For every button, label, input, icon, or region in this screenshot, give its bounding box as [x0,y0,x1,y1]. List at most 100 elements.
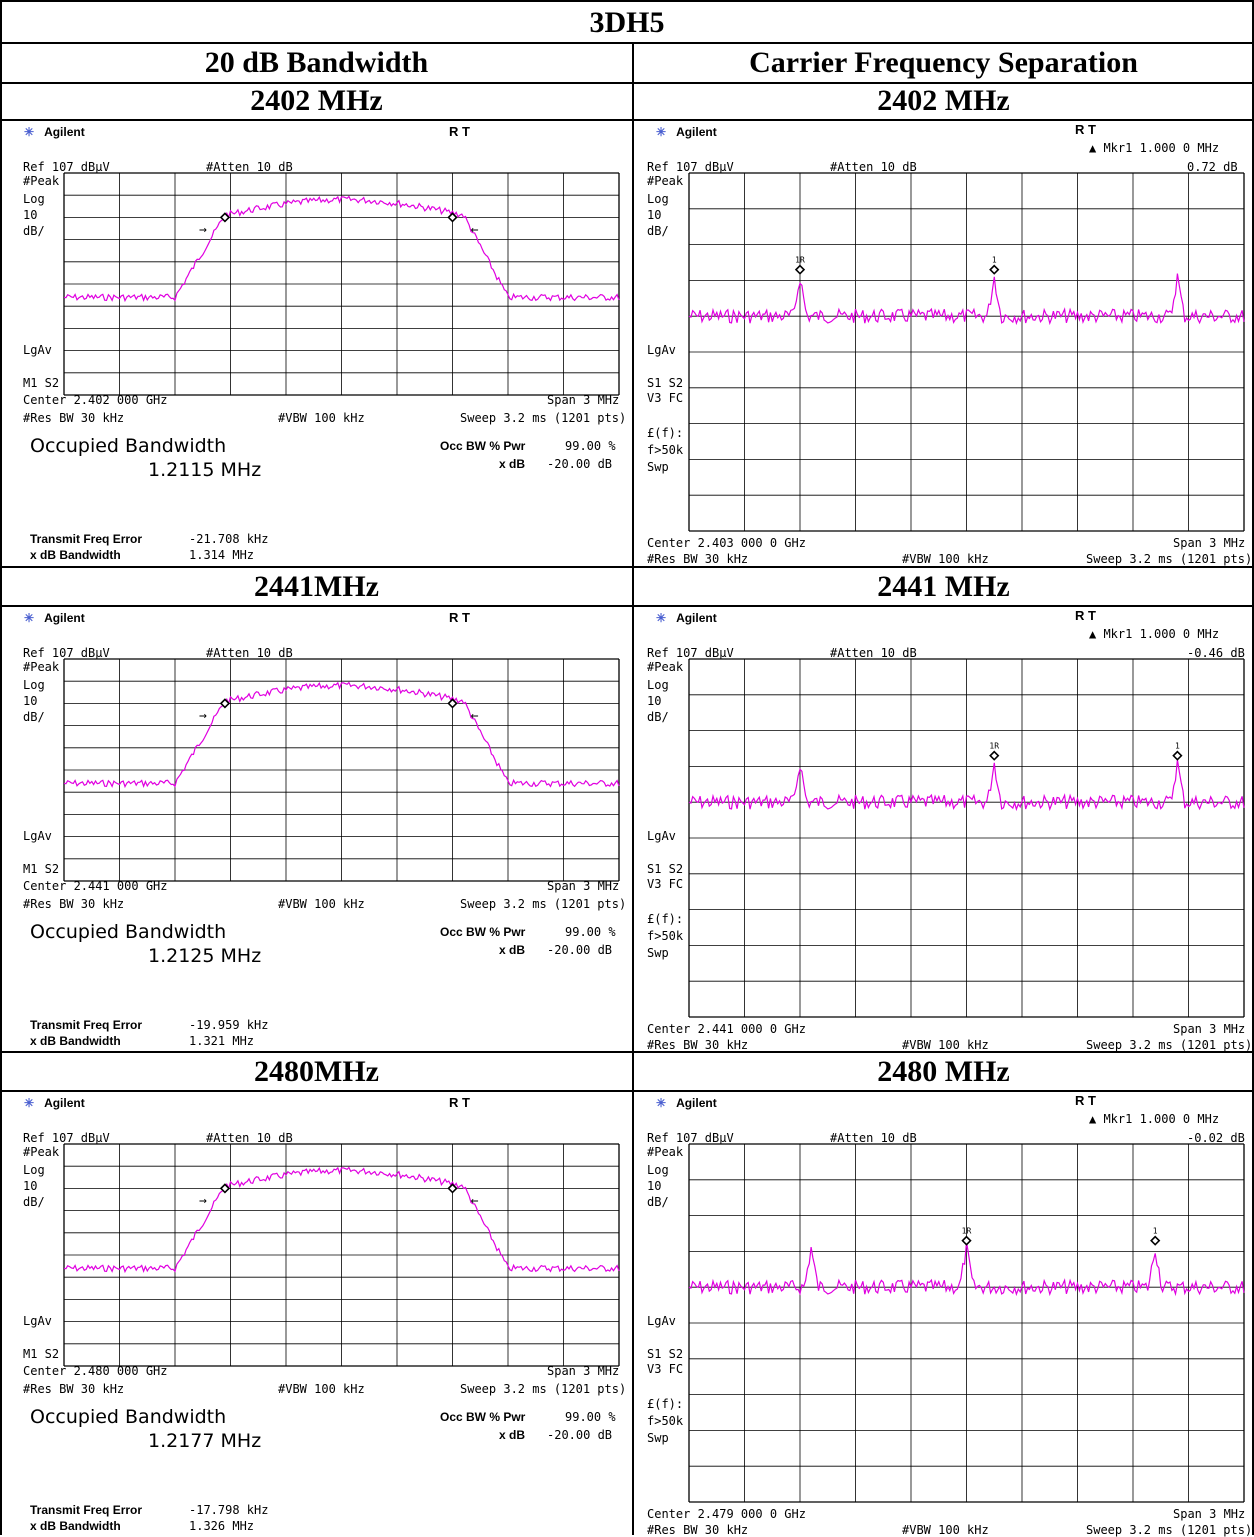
sweep-time: Sweep 3.2 ms (1201 pts) [460,897,627,911]
marker-diamond [989,264,1000,275]
separation-analyzer-panel: ✳ Agilent R T ▲ Mkr1 1.000 0 MHz -0.46 dB Ref… [634,607,1252,1052]
marker-diamond [219,212,231,223]
spectrum-plot: → ← [63,1143,620,1367]
agilent-spark-icon: ✳ [24,611,35,625]
row-label-right: 2441 MHz [877,570,1010,603]
scale-unit: dB/ [647,1195,669,1209]
ef-label: £(f): [647,426,684,440]
transmit-freq-error-value: -21.708 kHz [189,532,269,546]
scale-log: Log [23,678,45,692]
spectrum-trace [63,681,620,789]
marker-diamond [447,212,458,223]
table-border [0,0,1254,2]
xdb-bandwidth-value: 1.321 MHz [189,1034,255,1048]
rt-indicator: R T [449,1095,470,1110]
scale-value: 10 [647,208,662,222]
detector-peak: #Peak [647,174,684,188]
column-header-separation: Carrier Frequency Separation [749,46,1138,79]
detector-peak: #Peak [23,660,60,674]
ref-level: Ref 107 dBµV [647,646,734,660]
spectrum-trace [63,195,620,303]
xdb-label: x dB [499,943,526,957]
xdb-bandwidth-value: 1.314 MHz [189,548,255,562]
marker-diamond [447,1183,458,1194]
transmit-freq-error-value: -19.959 kHz [189,1018,269,1032]
table-border [0,0,2,1535]
f50k-label: f>50k [647,443,684,457]
m1s2-label: M1 S2 [23,862,60,876]
xdb-value: -20.00 dB [547,1428,613,1442]
s1s2-label: S1 S2 [647,376,684,390]
occupied-bandwidth-title: Occupied Bandwidth [30,921,227,943]
scale-value: 10 [23,208,38,222]
marker-diamond [447,698,458,709]
scale-log: Log [647,192,669,206]
occ-bw-pwr-value: 99.00 % [565,1410,616,1424]
span: Span 3 MHz [1173,1022,1246,1036]
v3fc-label: V3 FC [647,877,684,891]
marker-label: 1 [1175,742,1180,751]
center-frequency: Center 2.402 000 GHz [23,393,168,407]
ref-level: Ref 107 dBµV [647,160,734,174]
table-border [0,1090,1254,1092]
xdb-bandwidth-label: x dB Bandwidth [30,548,121,562]
scale-log: Log [23,192,45,206]
attenuation: #Atten 10 dB [830,646,917,660]
marker-delta-readout: ▲ Mkr1 1.000 0 MHz [1089,1112,1220,1126]
row-label-left: 2441MHz [254,570,379,603]
lgav-label: LgAv [23,1314,52,1328]
attenuation: #Atten 10 dB [206,160,293,174]
transmit-freq-error-label: Transmit Freq Error [30,1503,143,1517]
occ-bw-pwr-label: Occ BW % Pwr [440,1410,526,1424]
arrow-left-icon: ← [471,1193,479,1208]
attenuation: #Atten 10 dB [206,646,293,660]
xdb-label: x dB [499,1428,526,1442]
s1s2-label: S1 S2 [647,1347,684,1361]
xdb-bandwidth-label: x dB Bandwidth [30,1519,121,1533]
xdb-label: x dB [499,457,526,471]
xdb-value: -20.00 dB [547,943,613,957]
brand-name: Agilent [676,611,717,625]
spectrum-plot: 1R 1 [688,658,1245,1018]
detector-peak: #Peak [23,1145,60,1159]
spectrum-plot: 1R 1 [688,172,1245,532]
resolution-bandwidth: #Res BW 30 kHz [23,897,125,911]
brand-name: Agilent [44,125,85,139]
video-bandwidth: #VBW 100 kHz [278,897,365,911]
scale-value: 10 [647,694,662,708]
occ-bw-pwr-label: Occ BW % Pwr [440,439,526,453]
bandwidth-analyzer-panel: ✳ Agilent R T Ref 107 dBµV #Atten 10 dB #Peak… [2,607,632,1052]
marker-diamond [1172,750,1183,761]
detector-peak: #Peak [647,1145,684,1159]
table-border [0,605,1254,607]
ref-level: Ref 107 dBµV [23,1131,110,1145]
agilent-logo: ✳ Agilent [24,1096,85,1110]
lgav-label: LgAv [23,829,52,843]
v3fc-label: V3 FC [647,391,684,405]
brand-name: Agilent [676,125,717,139]
spectrum-plot: → ← [63,172,620,396]
table-border [632,42,634,1535]
occupied-bandwidth-value: 1.2115 MHz [148,459,262,481]
agilent-spark-icon: ✳ [24,1096,35,1110]
row-label-left: 2480MHz [254,1055,379,1088]
bandwidth-analyzer-panel: ✳ Agilent R T Ref 107 dBµV #Atten 10 dB #Peak… [2,1092,632,1537]
sweep-time: Sweep 3.2 ms (1201 pts) [460,1382,627,1396]
arrow-right-icon: → [199,1193,207,1208]
spectrum-trace [688,759,1245,812]
spectrum-plot: 1R 1 [688,1143,1245,1503]
m1s2-label: M1 S2 [23,1347,60,1361]
scale-log: Log [647,678,669,692]
sweep-time: Sweep 3.2 ms (1201 pts) [1086,1523,1252,1537]
center-frequency: Center 2.480 000 GHz [23,1364,168,1378]
scale-unit: dB/ [23,710,45,724]
row-label-right: 2480 MHz [877,1055,1010,1088]
rt-indicator: R T [1075,608,1096,623]
scale-value: 10 [23,694,38,708]
marker-diamond [794,264,806,275]
table-border [1252,0,1254,1535]
separation-analyzer-panel: ✳ Agilent R T ▲ Mkr1 1.000 0 MHz 0.72 dB Ref … [634,121,1252,566]
marker-delta-db: -0.46 dB [1187,646,1245,660]
ef-label: £(f): [647,1397,684,1411]
